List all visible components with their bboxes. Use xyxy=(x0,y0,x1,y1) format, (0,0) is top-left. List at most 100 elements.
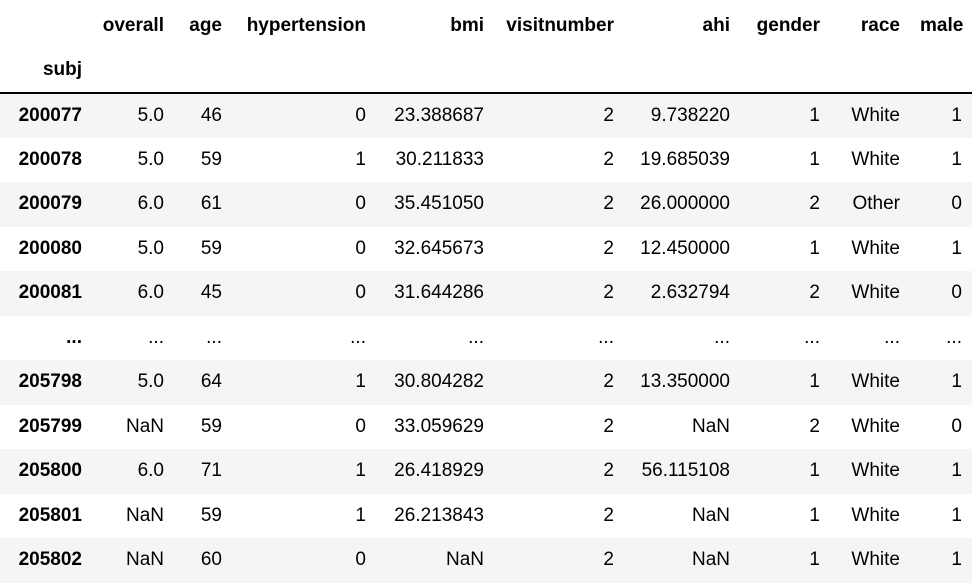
table-row: 205799 NaN 59 0 33.059629 2 NaN 2 White 0 xyxy=(0,405,972,450)
table-cell-hypertension: 0 xyxy=(355,549,366,571)
column-header: male xyxy=(920,15,964,36)
table-cell-bmi: 31.644286 xyxy=(394,282,484,304)
table-cell-race: White xyxy=(851,104,900,126)
table-cell-race: White xyxy=(851,460,900,482)
row-index: 205802 xyxy=(18,549,82,571)
column-header-row: overall age hypertension bmi visitnumber… xyxy=(0,4,972,48)
table-cell-age: 64 xyxy=(200,371,222,393)
table-cell-bmi: 33.059629 xyxy=(394,415,484,437)
index-name-row: subj xyxy=(0,48,972,94)
column-header: race xyxy=(860,15,900,36)
table-cell-overall: NaN xyxy=(125,504,164,526)
table-cell-hypertension: 0 xyxy=(355,237,366,259)
table-cell-male: 1 xyxy=(951,504,962,526)
column-header: overall xyxy=(102,15,164,36)
column-header: age xyxy=(189,15,222,36)
table-cell-race: White xyxy=(851,282,900,304)
table-cell-race: White xyxy=(851,549,900,571)
table-cell-ahi: NaN xyxy=(691,415,730,437)
table-cell-bmi: ... xyxy=(468,326,484,348)
row-index: 200077 xyxy=(18,104,82,126)
table-row: 205800 6.0 71 1 26.418929 2 56.115108 1 White 1 xyxy=(0,449,972,494)
table-cell-gender: 1 xyxy=(809,104,820,126)
table-cell-gender: 1 xyxy=(809,549,820,571)
table-cell-hypertension: 1 xyxy=(355,148,366,170)
table-row: 200078 5.0 59 1 30.211833 2 19.685039 1 White 1 xyxy=(0,138,972,183)
row-index: 200080 xyxy=(18,237,82,259)
table-cell-male: 1 xyxy=(951,371,962,393)
table-cell-male: 0 xyxy=(951,193,962,215)
table-cell-visitnumber: ... xyxy=(598,326,614,348)
row-index: 200078 xyxy=(18,148,82,170)
table-cell-visitnumber: 2 xyxy=(603,371,614,393)
table-row: .............................. xyxy=(0,316,972,361)
table-cell-hypertension: 0 xyxy=(355,282,366,304)
table-cell-male: 1 xyxy=(951,549,962,571)
table-cell-gender: 1 xyxy=(809,460,820,482)
table-cell-age: 60 xyxy=(200,549,222,571)
table-cell-visitnumber: 2 xyxy=(603,549,614,571)
table-cell-male: 1 xyxy=(951,148,962,170)
table-row: 205802 NaN 60 0 NaN 2 NaN 1 White 1 xyxy=(0,538,972,583)
table-row: 200079 6.0 61 0 35.451050 2 26.000000 2 Other 0 xyxy=(0,182,972,227)
table-cell-overall: NaN xyxy=(125,549,164,571)
table-cell-visitnumber: 2 xyxy=(603,415,614,437)
table-header: overall age hypertension bmi visitnumber… xyxy=(0,4,972,94)
row-index: 205798 xyxy=(18,371,82,393)
table-cell-overall: 6.0 xyxy=(137,282,164,304)
table-cell-hypertension: 0 xyxy=(355,415,366,437)
table-row: 200077 5.0 46 0 23.388687 2 9.738220 1 White 1 xyxy=(0,93,972,138)
table-cell-ahi: 2.632794 xyxy=(650,282,730,304)
table-cell-male: 1 xyxy=(951,460,962,482)
table-cell-visitnumber: 2 xyxy=(603,282,614,304)
table-cell-gender: 2 xyxy=(809,193,820,215)
table-cell-ahi: 26.000000 xyxy=(640,193,730,215)
table-cell-age: 46 xyxy=(200,104,222,126)
table-cell-visitnumber: 2 xyxy=(603,504,614,526)
table-cell-bmi: 26.418929 xyxy=(394,460,484,482)
row-index: ... xyxy=(66,326,82,348)
table-cell-ahi: 13.350000 xyxy=(640,371,730,393)
table-cell-hypertension: 0 xyxy=(355,193,366,215)
table-cell-overall: 6.0 xyxy=(137,193,164,215)
table-cell-male: 1 xyxy=(951,104,962,126)
table-cell-race: White xyxy=(851,415,900,437)
table-cell-visitnumber: 2 xyxy=(603,193,614,215)
table-row: 205798 5.0 64 1 30.804282 2 13.350000 1 White 1 xyxy=(0,360,972,405)
table-cell-bmi: 35.451050 xyxy=(394,193,484,215)
table-cell-ahi: 9.738220 xyxy=(650,104,730,126)
table-cell-ahi: NaN xyxy=(691,504,730,526)
column-header: gender xyxy=(756,15,820,36)
table-cell-bmi: 32.645673 xyxy=(394,237,484,259)
table-cell-age: 61 xyxy=(200,193,222,215)
table-cell-ahi: 12.450000 xyxy=(640,237,730,259)
table-cell-bmi: 30.211833 xyxy=(395,148,484,170)
table-cell-visitnumber: 2 xyxy=(603,237,614,259)
table-cell-age: 59 xyxy=(200,237,222,259)
table-cell-gender: 2 xyxy=(809,282,820,304)
table-cell-male: ... xyxy=(946,326,962,348)
table-cell-bmi: 23.388687 xyxy=(394,104,484,126)
table-cell-overall: 5.0 xyxy=(137,237,164,259)
column-header: visitnumber xyxy=(506,15,614,36)
table-cell-ahi: NaN xyxy=(691,549,730,571)
table-cell-overall: 6.0 xyxy=(137,460,164,482)
row-index: 205801 xyxy=(18,504,82,526)
table-row: 205801 NaN 59 1 26.213843 2 NaN 1 White 1 xyxy=(0,494,972,539)
column-header: ahi xyxy=(702,15,730,36)
table-cell-age: ... xyxy=(206,326,222,348)
row-index: 200079 xyxy=(18,193,82,215)
table-cell-race: White xyxy=(851,148,900,170)
table-cell-ahi: ... xyxy=(714,326,730,348)
corner-cell xyxy=(0,4,92,48)
table-cell-bmi: NaN xyxy=(445,549,484,571)
column-header: bmi xyxy=(450,15,484,36)
table-cell-ahi: 19.685039 xyxy=(640,148,730,170)
table-cell-overall: NaN xyxy=(125,415,164,437)
table-cell-race: White xyxy=(851,504,900,526)
index-name: subj xyxy=(0,48,92,94)
table-cell-age: 71 xyxy=(200,460,222,482)
table-cell-hypertension: 1 xyxy=(355,371,366,393)
table-cell-gender: 1 xyxy=(809,504,820,526)
